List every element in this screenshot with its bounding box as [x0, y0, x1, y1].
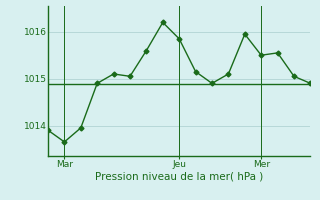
- X-axis label: Pression niveau de la mer( hPa ): Pression niveau de la mer( hPa ): [95, 172, 263, 182]
